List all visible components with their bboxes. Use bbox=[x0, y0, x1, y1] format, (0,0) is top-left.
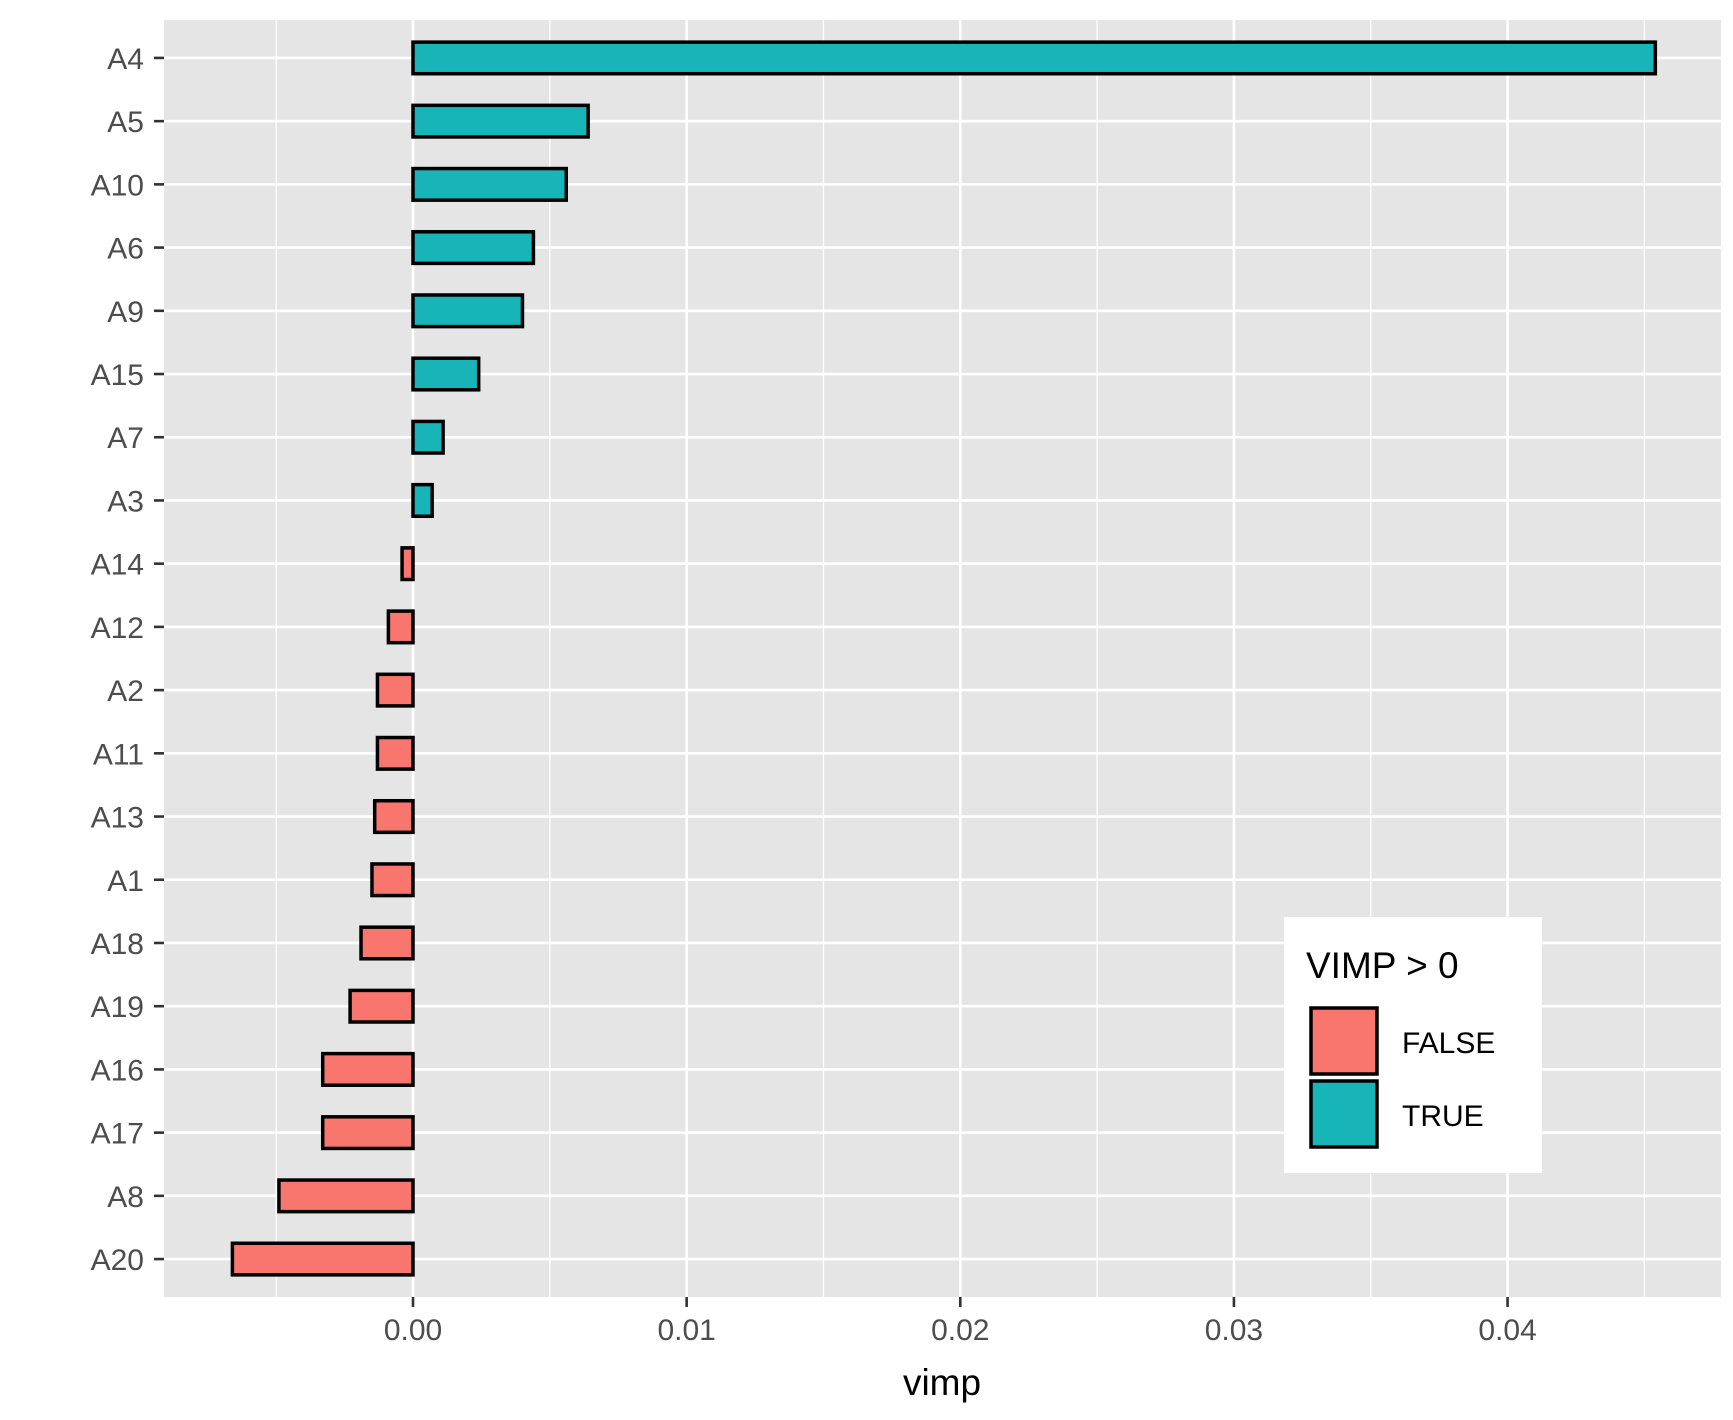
y-tick-label-a14: A14 bbox=[91, 549, 144, 582]
bar-a4 bbox=[411, 40, 1658, 76]
x-tick-label: 0.04 bbox=[1478, 1314, 1536, 1347]
y-tick-label-a12: A12 bbox=[91, 612, 144, 645]
y-tick-label-a3: A3 bbox=[107, 485, 144, 518]
bar-a17 bbox=[320, 1115, 415, 1151]
x-tick-label: 0.01 bbox=[657, 1314, 715, 1347]
bar-a2 bbox=[375, 672, 415, 708]
legend-title: VIMP > 0 bbox=[1306, 945, 1459, 986]
x-axis: 0.00 0.01 0.02 0.03 0.04 bbox=[384, 1297, 1537, 1347]
y-tick-label-a16: A16 bbox=[91, 1054, 144, 1087]
y-tick-label-a15: A15 bbox=[91, 359, 144, 392]
bar-a18 bbox=[359, 925, 415, 961]
y-tick-label-a17: A17 bbox=[91, 1118, 144, 1151]
y-tick-label-a11: A11 bbox=[93, 738, 144, 771]
legend-key-true bbox=[1309, 1079, 1379, 1149]
bar-a8 bbox=[277, 1178, 415, 1214]
y-tick-label-a13: A13 bbox=[91, 802, 144, 835]
y-tick-label-a5: A5 bbox=[107, 106, 144, 139]
legend: VIMP > 0 FALSE TRUE bbox=[1284, 917, 1542, 1173]
x-tick-label: 0.00 bbox=[384, 1314, 442, 1347]
bar-a12 bbox=[386, 609, 415, 645]
x-axis-title: vimp bbox=[903, 1362, 981, 1403]
y-tick-label-a2: A2 bbox=[107, 675, 144, 708]
bar-a3 bbox=[411, 482, 434, 519]
bars-group bbox=[230, 40, 1658, 1277]
bar-a7 bbox=[411, 419, 445, 455]
legend-label-true: TRUE bbox=[1402, 1100, 1484, 1133]
bar-a16 bbox=[320, 1051, 415, 1087]
y-tick-label-a10: A10 bbox=[91, 169, 144, 202]
bar-a9 bbox=[411, 293, 525, 329]
bar-a19 bbox=[348, 988, 415, 1024]
legend-key-false bbox=[1309, 1006, 1379, 1076]
bar-a13 bbox=[372, 798, 415, 835]
y-tick-label-a6: A6 bbox=[107, 233, 144, 266]
y-tick-label-a18: A18 bbox=[91, 928, 144, 961]
y-tick-label-a9: A9 bbox=[107, 296, 144, 329]
y-tick-label-a20: A20 bbox=[91, 1244, 144, 1277]
y-tick-label-a1: A1 bbox=[107, 865, 144, 898]
minor-gridlines bbox=[275, 20, 1646, 1297]
x-tick-label: 0.02 bbox=[931, 1314, 989, 1347]
bar-a11 bbox=[375, 735, 415, 771]
y-axis: A4 A5 A10 A6 A9 A15 A7 A3 A14 A12 A2 A11 A13 A1 A18 A19… bbox=[91, 43, 164, 1277]
legend-label-false: FALSE bbox=[1402, 1027, 1495, 1060]
bar-a14 bbox=[400, 546, 415, 582]
bar-a15 bbox=[411, 356, 481, 392]
bar-a10 bbox=[411, 166, 568, 202]
y-tick-label-a8: A8 bbox=[107, 1181, 144, 1214]
bar-a1 bbox=[370, 862, 415, 898]
bar-a5 bbox=[411, 103, 590, 139]
y-tick-label-a7: A7 bbox=[107, 422, 144, 455]
bar-a20 bbox=[230, 1241, 415, 1277]
x-tick-label: 0.03 bbox=[1205, 1314, 1263, 1347]
bar-a6 bbox=[411, 230, 536, 266]
y-tick-label-a4: A4 bbox=[107, 43, 144, 76]
y-tick-label-a19: A19 bbox=[91, 991, 144, 1024]
